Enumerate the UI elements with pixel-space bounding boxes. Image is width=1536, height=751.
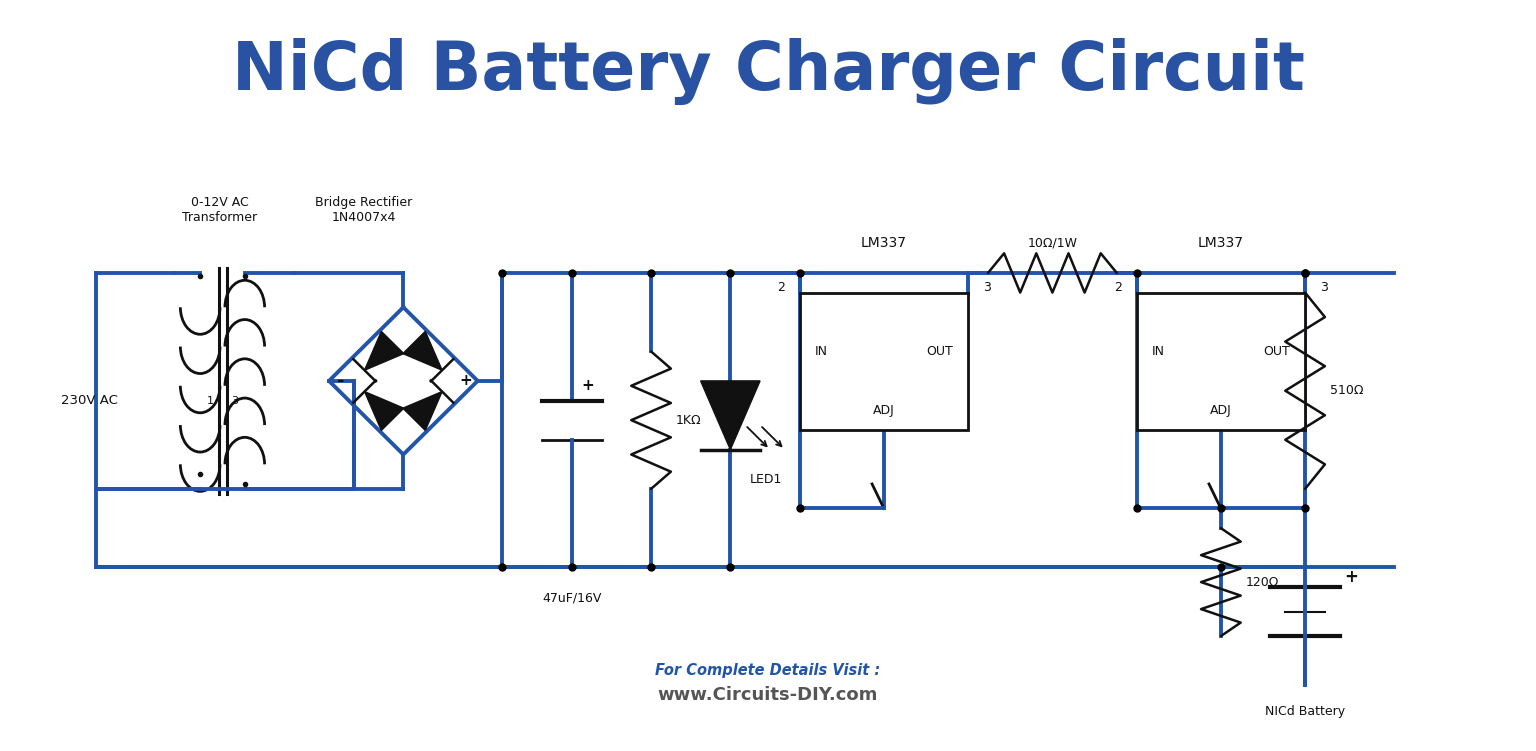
- Text: IN: IN: [814, 345, 828, 358]
- Text: 1: 1: [206, 396, 214, 406]
- FancyBboxPatch shape: [800, 293, 968, 430]
- Text: LM337: LM337: [862, 237, 906, 251]
- Text: 120Ω: 120Ω: [1246, 575, 1279, 589]
- FancyBboxPatch shape: [1137, 293, 1306, 430]
- Text: ADJ: ADJ: [1210, 404, 1232, 417]
- Text: 2: 2: [777, 281, 785, 294]
- Polygon shape: [364, 331, 404, 370]
- Text: 3: 3: [232, 396, 238, 406]
- Polygon shape: [402, 391, 442, 430]
- Text: 2: 2: [1114, 281, 1121, 294]
- Text: 3: 3: [983, 281, 991, 294]
- Text: 230V AC: 230V AC: [61, 394, 118, 407]
- Text: OUT: OUT: [926, 345, 954, 358]
- Text: +: +: [1344, 569, 1359, 587]
- Text: 10Ω/1W: 10Ω/1W: [1028, 237, 1077, 250]
- Text: 3: 3: [1319, 281, 1327, 294]
- Text: 1KΩ: 1KΩ: [676, 414, 702, 427]
- Polygon shape: [364, 391, 404, 430]
- Text: OUT: OUT: [1264, 345, 1290, 358]
- Text: IN: IN: [1152, 345, 1164, 358]
- Polygon shape: [700, 381, 760, 450]
- Text: LM337: LM337: [1198, 237, 1244, 251]
- Text: LED1: LED1: [750, 472, 782, 486]
- Text: Bridge Rectifier
1N4007x4: Bridge Rectifier 1N4007x4: [315, 196, 412, 224]
- Text: NiCd Battery Charger Circuit: NiCd Battery Charger Circuit: [232, 38, 1304, 105]
- Text: 0-12V AC
Transformer: 0-12V AC Transformer: [183, 196, 258, 224]
- Text: 47uF/16V: 47uF/16V: [542, 592, 602, 605]
- Polygon shape: [402, 331, 442, 370]
- Text: For Complete Details Visit :: For Complete Details Visit :: [656, 663, 880, 678]
- Text: +: +: [582, 379, 594, 394]
- Text: www.Circuits-DIY.com: www.Circuits-DIY.com: [657, 686, 879, 704]
- Text: NICd Battery: NICd Battery: [1266, 704, 1346, 718]
- Text: -: -: [336, 372, 344, 390]
- Text: ADJ: ADJ: [872, 404, 895, 417]
- Text: 510Ω: 510Ω: [1330, 385, 1364, 397]
- Text: +: +: [459, 373, 472, 388]
